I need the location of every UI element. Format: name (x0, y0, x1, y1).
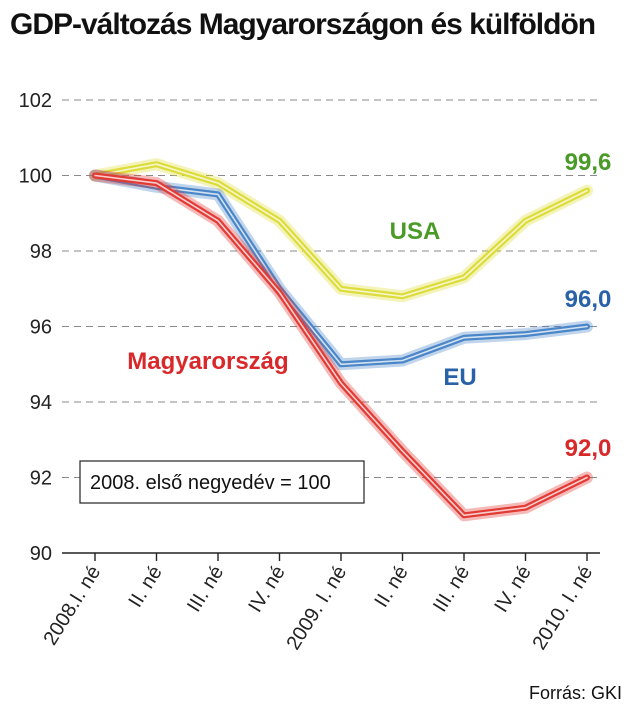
x-tick-label: II. né (371, 562, 413, 611)
y-tick-label: 102 (19, 90, 52, 112)
source-label: Forrás: GKI (529, 683, 622, 703)
x-tick-label: 2009. I. né (282, 562, 351, 654)
series-highlight-usa (94, 163, 588, 298)
series-label-usa: USA (390, 218, 441, 245)
base-note-text: 2008. első negyedév = 100 (90, 472, 331, 494)
end-value-magyarorsz-g: 92,0 (565, 435, 612, 462)
x-tick-label: IV. né (490, 562, 535, 616)
series-line-eu (92, 172, 590, 368)
series-labels: USA 99,6 EU 96,0 Magyarország 92,0 (127, 149, 611, 462)
x-tick-label: IV. né (244, 562, 289, 616)
series-highlight-magyarorsz-g (94, 174, 588, 517)
x-tick-label: III. né (429, 562, 474, 616)
series-lines (89, 158, 593, 522)
y-axis-ticks: 90 92 94 96 98 100 102 (19, 90, 52, 565)
series-highlight-eu (94, 174, 588, 366)
y-tick-label: 92 (30, 468, 52, 490)
x-tick-label: II. né (125, 562, 167, 611)
end-value-usa: 99,6 (565, 149, 612, 176)
base-note-box (79, 460, 365, 504)
y-tick-label: 100 (19, 166, 52, 188)
end-value-eu: 96,0 (565, 286, 612, 313)
x-tick-label: 2010. I. né (528, 562, 597, 654)
series-label-eu: EU (443, 364, 476, 391)
y-tick-label: 94 (30, 392, 52, 414)
y-tick-label: 90 (30, 543, 52, 565)
grid-lines (62, 99, 598, 479)
series-label-magyarorsz-g: Magyarország (127, 348, 288, 375)
y-tick-label: 96 (30, 317, 52, 339)
x-tick-label: III. né (183, 562, 228, 616)
y-tick-label: 98 (30, 241, 52, 263)
base-note: 2008. első negyedév = 100 (79, 460, 365, 504)
chart-title: GDP-változás Magyarországon és külföldön (10, 8, 596, 41)
x-tick-label: 2008.I. né (39, 562, 105, 649)
